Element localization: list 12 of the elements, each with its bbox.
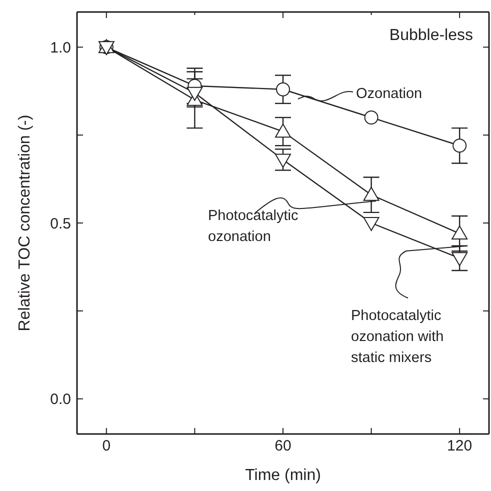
x-tick-label: 120 xyxy=(447,438,472,455)
x-axis-title: Time (min) xyxy=(245,467,321,484)
y-tick-label: 0.0 xyxy=(50,391,71,408)
y-axis-title: Relative TOC concentration (-) xyxy=(16,114,34,332)
x-tick-label: 0 xyxy=(102,438,111,455)
y-tick-label: 1.0 xyxy=(50,39,71,56)
legend-label: Ozonation xyxy=(356,86,422,102)
y-tick-label: 0.5 xyxy=(50,215,71,232)
text: Photocatalytic ozonation with static mixers xyxy=(351,308,444,366)
x-tick-label: 60 xyxy=(274,438,292,455)
text: Photocatalytic ozonation xyxy=(208,208,298,245)
annotation: Bubble-less xyxy=(389,27,473,44)
